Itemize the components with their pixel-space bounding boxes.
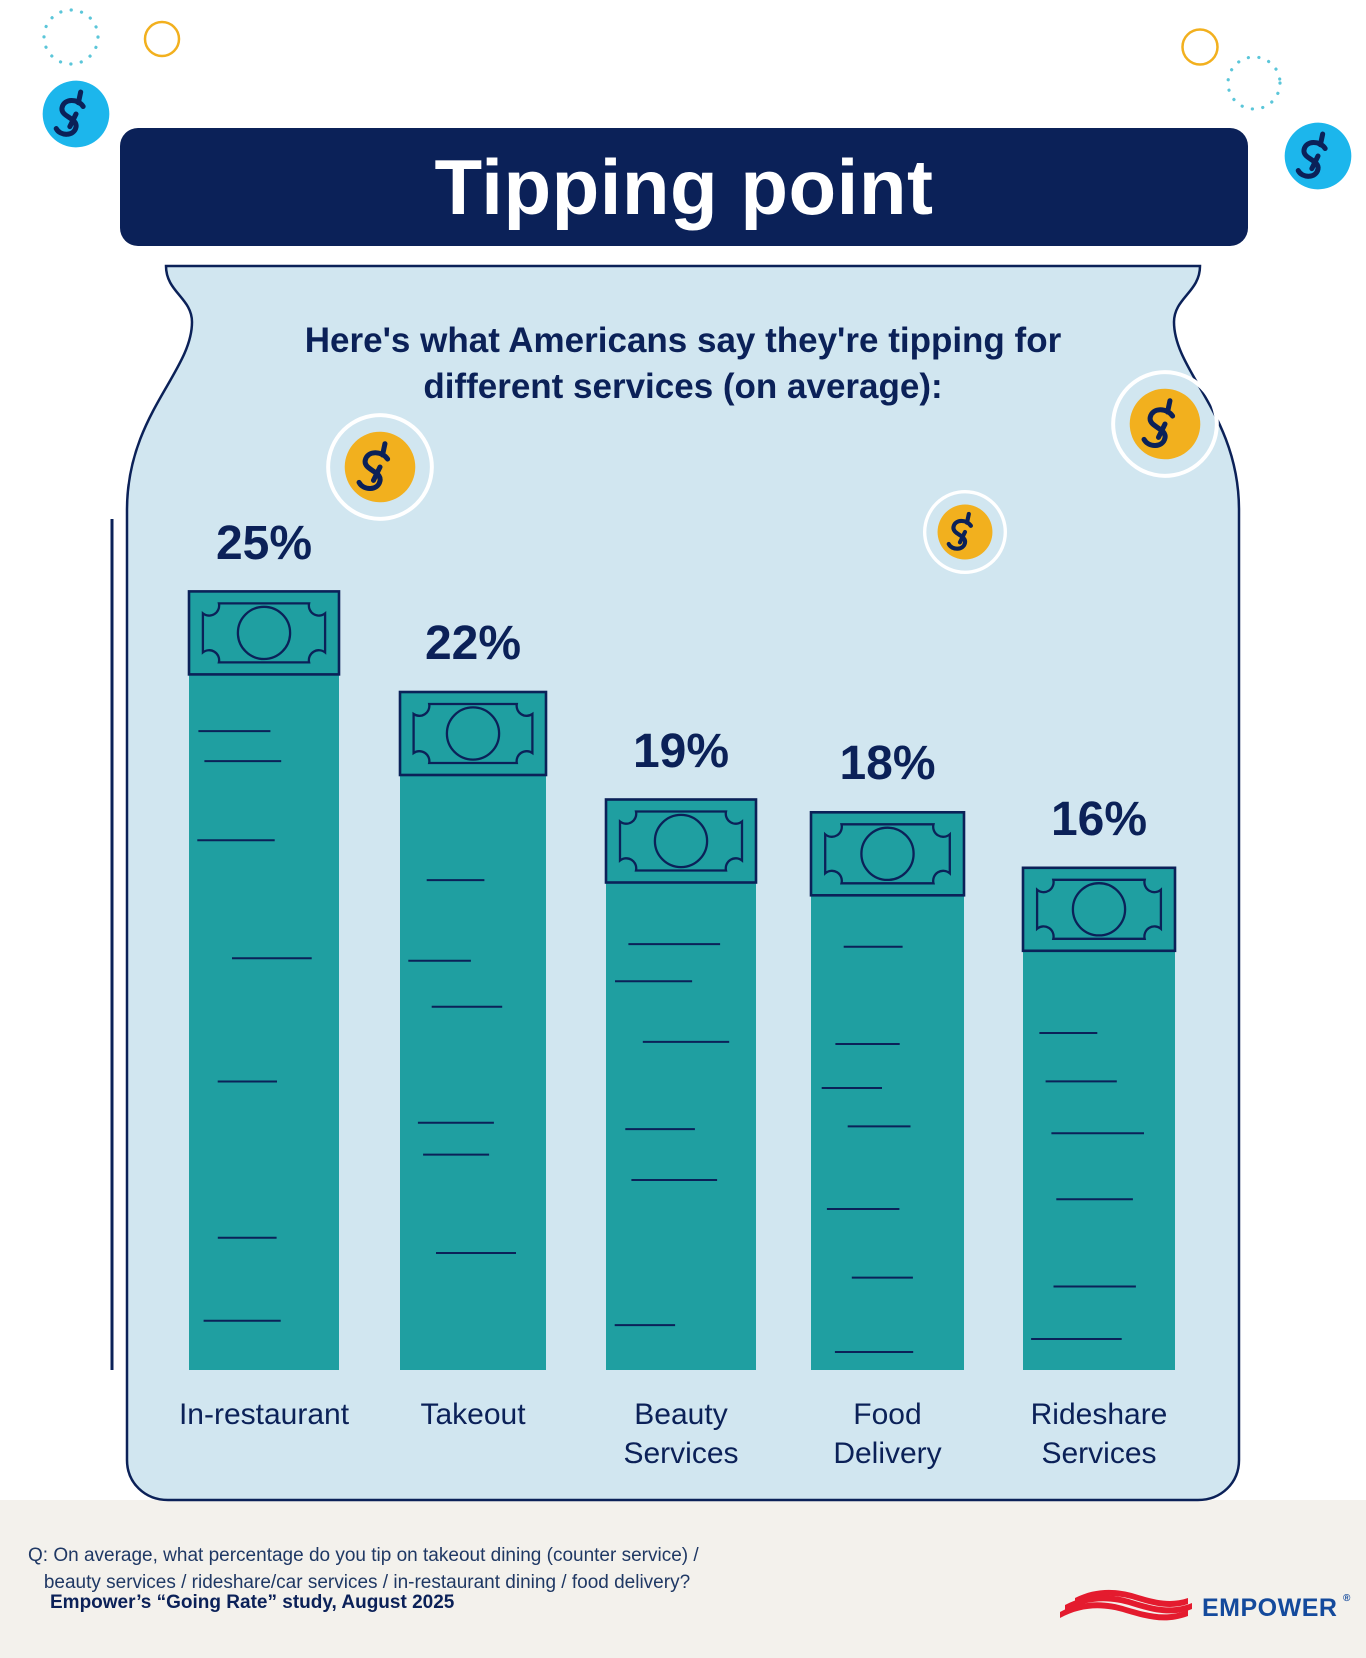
svg-text:®: ®: [1343, 1593, 1351, 1604]
svg-text:EMPOWER: EMPOWER: [1202, 1594, 1337, 1622]
